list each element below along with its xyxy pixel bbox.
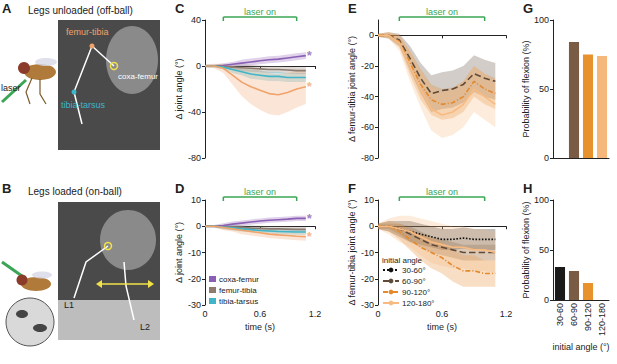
svg-text:L2: L2 xyxy=(140,322,150,332)
svg-text:tibia-tarsus: tibia-tarsus xyxy=(219,297,258,306)
svg-text:0: 0 xyxy=(196,61,201,71)
svg-text:0: 0 xyxy=(544,153,549,163)
svg-text:-20: -20 xyxy=(361,274,374,284)
svg-text:-20: -20 xyxy=(361,61,374,71)
svg-text:femur-tibia: femur-tibia xyxy=(219,286,257,295)
svg-text:laser on: laser on xyxy=(244,187,276,197)
svg-text:-40: -40 xyxy=(188,107,201,117)
svg-text:1.2: 1.2 xyxy=(500,309,513,319)
svg-text:L1: L1 xyxy=(64,300,74,310)
svg-text:Probability of flexion (%): Probability of flexion (%) xyxy=(521,201,531,298)
svg-text:-30: -30 xyxy=(188,300,201,310)
svg-text:120-180°: 120-180° xyxy=(402,299,435,308)
svg-text:F: F xyxy=(348,181,356,196)
svg-text:0: 0 xyxy=(369,221,374,231)
svg-text:coxa-femur: coxa-femur xyxy=(118,72,158,81)
svg-text:*: * xyxy=(307,211,313,226)
svg-text:-80: -80 xyxy=(361,153,374,163)
svg-text:10: 10 xyxy=(364,195,374,205)
svg-text:laser on: laser on xyxy=(244,7,276,17)
svg-text:A: A xyxy=(2,1,12,16)
svg-text:laser: laser xyxy=(1,83,21,93)
svg-text:-80: -80 xyxy=(188,153,201,163)
svg-text:0: 0 xyxy=(196,221,201,231)
svg-text:*: * xyxy=(307,48,313,63)
svg-text:30-60°: 30-60° xyxy=(402,266,426,275)
svg-text:*: * xyxy=(307,229,313,244)
svg-text:-10: -10 xyxy=(188,248,201,258)
svg-text:time (s): time (s) xyxy=(427,322,457,332)
svg-text:50: 50 xyxy=(539,84,549,94)
svg-text:0: 0 xyxy=(544,295,549,305)
svg-text:D: D xyxy=(175,181,184,196)
svg-text:Legs unloaded (off-ball): Legs unloaded (off-ball) xyxy=(28,5,133,16)
svg-text:0.6: 0.6 xyxy=(436,309,449,319)
svg-text:100: 100 xyxy=(534,195,549,205)
svg-text:Probability of flexion (%): Probability of flexion (%) xyxy=(521,40,531,137)
svg-text:90-120°: 90-120° xyxy=(402,288,430,297)
svg-text:10: 10 xyxy=(191,195,201,205)
svg-text:50: 50 xyxy=(539,245,549,255)
svg-text:-60: -60 xyxy=(361,122,374,132)
svg-text:H: H xyxy=(523,181,532,196)
svg-text:1.2: 1.2 xyxy=(309,309,322,319)
svg-text:120-180: 120-180 xyxy=(597,303,607,336)
svg-text:laser on: laser on xyxy=(426,187,458,197)
svg-text:-40: -40 xyxy=(361,92,374,102)
svg-text:Δ femur-tibia joint angle (°): Δ femur-tibia joint angle (°) xyxy=(347,36,357,142)
svg-text:E: E xyxy=(348,1,357,16)
svg-text:90-120: 90-120 xyxy=(583,303,593,331)
svg-text:30-60: 30-60 xyxy=(555,303,565,326)
svg-text:*: * xyxy=(307,79,313,94)
svg-text:tibia-tarsus: tibia-tarsus xyxy=(61,100,106,110)
svg-text:-20: -20 xyxy=(188,274,201,284)
svg-text:coxa-femur: coxa-femur xyxy=(219,275,259,284)
svg-text:40: 40 xyxy=(191,15,201,25)
svg-text:60-90: 60-90 xyxy=(569,303,579,326)
svg-text:laser on: laser on xyxy=(426,7,458,17)
svg-text:0: 0 xyxy=(369,30,374,40)
svg-text:Legs loaded (on-ball): Legs loaded (on-ball) xyxy=(28,186,122,197)
svg-text:60-90°: 60-90° xyxy=(402,277,426,286)
svg-text:0: 0 xyxy=(375,309,380,319)
svg-text:-30: -30 xyxy=(361,300,374,310)
svg-text:Δ femur-tibia joint angle (°): Δ femur-tibia joint angle (°) xyxy=(347,199,357,305)
svg-text:Δ joint angle (°): Δ joint angle (°) xyxy=(174,222,184,283)
svg-text:femur-tibia: femur-tibia xyxy=(66,27,109,37)
svg-text:C: C xyxy=(175,1,185,16)
svg-text:0.6: 0.6 xyxy=(254,309,267,319)
svg-text:0: 0 xyxy=(202,309,207,319)
svg-text:time (s): time (s) xyxy=(245,322,275,332)
svg-text:B: B xyxy=(2,181,11,196)
svg-text:-10: -10 xyxy=(361,248,374,258)
svg-text:Δ joint angle (°): Δ joint angle (°) xyxy=(174,58,184,119)
svg-text:100: 100 xyxy=(534,15,549,25)
svg-text:initial angle: initial angle xyxy=(382,256,423,265)
svg-text:G: G xyxy=(523,1,533,16)
svg-text:initial angle (°): initial angle (°) xyxy=(552,342,609,352)
